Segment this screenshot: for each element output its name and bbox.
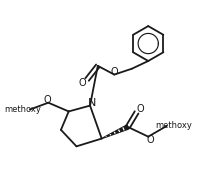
Text: O: O (110, 67, 118, 77)
Text: O: O (78, 78, 86, 88)
Text: methoxy: methoxy (5, 105, 42, 114)
Text: O: O (137, 104, 144, 113)
Text: O: O (146, 134, 154, 145)
Text: methoxy: methoxy (155, 121, 192, 130)
Polygon shape (102, 125, 129, 139)
Text: O: O (44, 95, 51, 105)
Text: N: N (88, 98, 96, 108)
